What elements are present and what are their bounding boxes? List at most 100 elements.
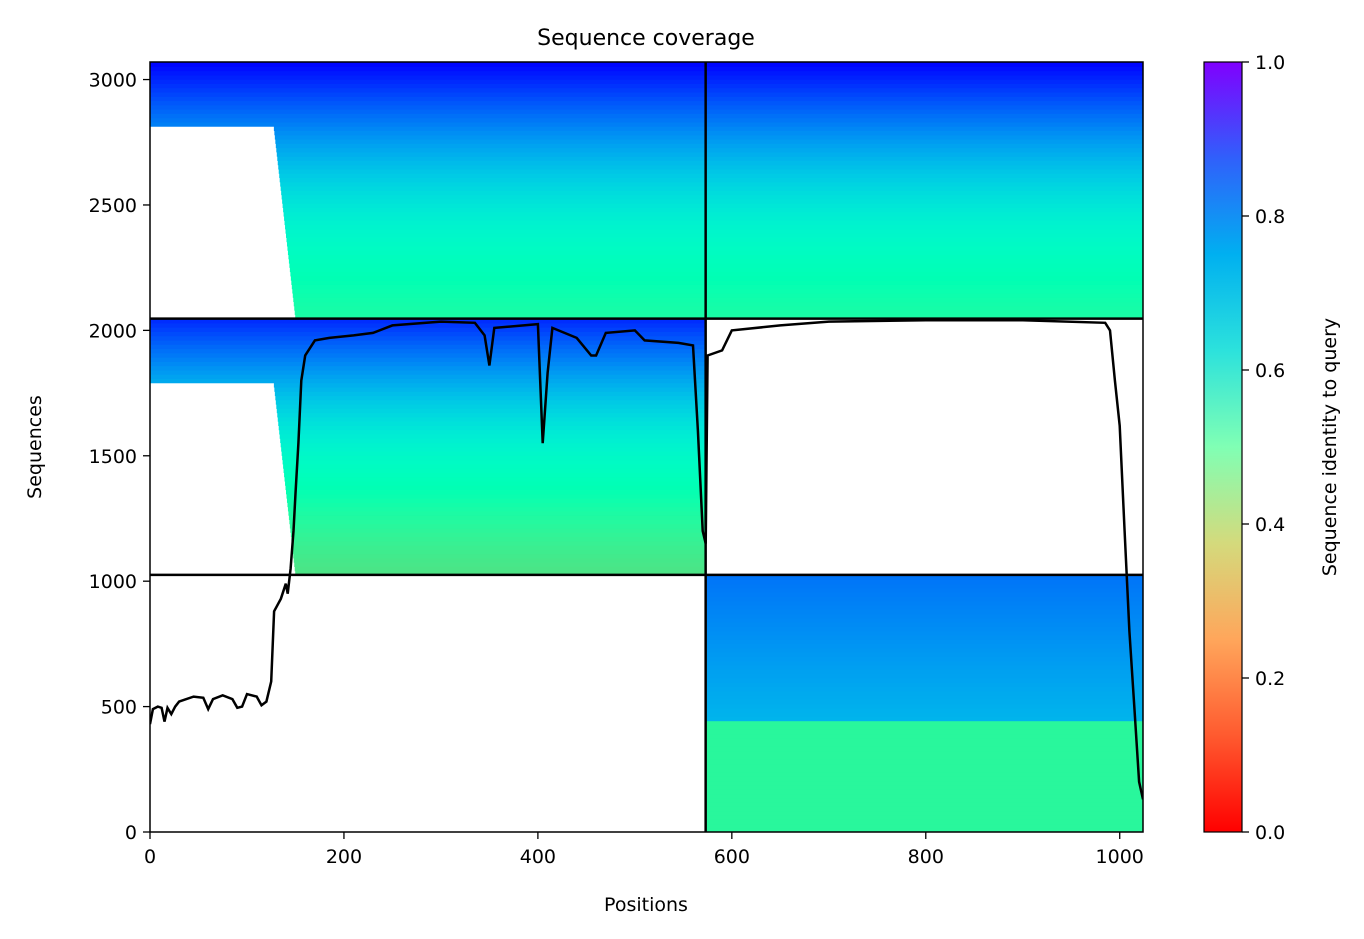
identity-band [279, 433, 706, 439]
identity-band [288, 510, 706, 516]
identity-band [705, 596, 1143, 602]
identity-band [150, 339, 706, 345]
identity-band [286, 241, 1143, 247]
identity-band [705, 622, 1143, 627]
colorbar-tick-label: 0.8 [1255, 206, 1285, 228]
identity-band [705, 746, 1143, 752]
identity-band [705, 600, 1143, 606]
identity-band [288, 254, 1143, 260]
identity-band [705, 587, 1143, 593]
y-tick-label: 0 [125, 822, 137, 844]
identity-band [705, 707, 1143, 713]
identity-band [284, 476, 706, 482]
identity-band [285, 224, 1143, 230]
identity-band [150, 344, 706, 350]
identity-band [705, 694, 1143, 700]
colorbar [1203, 61, 1243, 833]
identity-band [150, 365, 706, 371]
identity-band [705, 647, 1143, 653]
identity-band [705, 613, 1143, 619]
identity-band [276, 147, 1143, 153]
identity-band [705, 797, 1143, 803]
identity-band [291, 540, 706, 546]
identity-band [705, 776, 1143, 782]
identity-band [285, 485, 706, 491]
identity-band [294, 562, 706, 567]
identity-band [705, 634, 1143, 640]
identity-band [289, 519, 706, 525]
identity-band [287, 250, 1143, 256]
identity-band [150, 74, 1143, 80]
identity-band [150, 109, 1143, 114]
identity-band [287, 506, 706, 512]
identity-band [283, 463, 706, 469]
identity-band [705, 712, 1143, 717]
y-tick-label: 1000 [89, 571, 137, 593]
identity-band [705, 703, 1143, 709]
identity-band [150, 352, 706, 358]
identity-band [279, 173, 1143, 179]
identity-band [705, 823, 1143, 829]
identity-band [150, 322, 706, 328]
identity-band [274, 130, 1143, 136]
block-chain-2-unpaired [705, 574, 1143, 832]
identity-band [705, 609, 1143, 615]
identity-band [290, 527, 706, 533]
identity-band [288, 515, 706, 520]
identity-band [705, 656, 1143, 662]
identity-band [150, 96, 1143, 102]
identity-band [275, 143, 1143, 149]
identity-band [276, 404, 706, 409]
identity-band [275, 395, 706, 401]
x-tick-label: 0 [144, 846, 156, 868]
identity-band [294, 566, 706, 572]
identity-band [150, 91, 1143, 97]
x-tick-label: 600 [714, 846, 750, 868]
identity-band [291, 280, 1143, 285]
identity-band [705, 592, 1143, 597]
identity-band [281, 446, 706, 452]
identity-band [705, 806, 1143, 812]
identity-band [150, 327, 706, 332]
identity-band [705, 686, 1143, 692]
identity-band [278, 168, 1143, 174]
y-tick-label: 500 [101, 697, 137, 719]
identity-band [705, 759, 1143, 765]
identity-band [705, 802, 1143, 807]
identity-band [278, 421, 706, 426]
identity-band [150, 83, 1143, 89]
identity-band [284, 472, 706, 478]
identity-band [291, 536, 706, 542]
identity-band [275, 399, 706, 405]
identity-band [705, 733, 1143, 739]
identity-band [282, 203, 1143, 208]
identity-band [705, 729, 1143, 735]
identity-band [150, 70, 1143, 76]
identity-band [705, 660, 1143, 666]
identity-band [705, 682, 1143, 687]
identity-band [150, 100, 1143, 106]
x-tick-label: 1000 [1096, 846, 1144, 868]
identity-band [292, 288, 1143, 294]
identity-band [705, 690, 1143, 696]
identity-band [286, 493, 706, 499]
x-tick-label: 400 [520, 846, 556, 868]
identity-band [150, 79, 1143, 84]
identity-band [286, 489, 706, 495]
identity-band [283, 207, 1143, 213]
identity-band [287, 502, 706, 508]
identity-band [705, 784, 1143, 790]
y-tick-label: 2000 [89, 320, 137, 342]
identity-band [705, 763, 1143, 769]
x-axis-ticks: 0 200 400 600 800 1000 [144, 832, 1144, 868]
identity-band [705, 742, 1143, 747]
identity-band [285, 228, 1143, 234]
identity-band [705, 720, 1143, 726]
identity-band [278, 425, 706, 431]
chart-title: Sequence coverage [537, 26, 755, 51]
identity-band [705, 643, 1143, 649]
identity-band [150, 335, 706, 341]
identity-band [285, 480, 706, 486]
identity-band [150, 121, 1143, 127]
identity-band [705, 604, 1143, 610]
